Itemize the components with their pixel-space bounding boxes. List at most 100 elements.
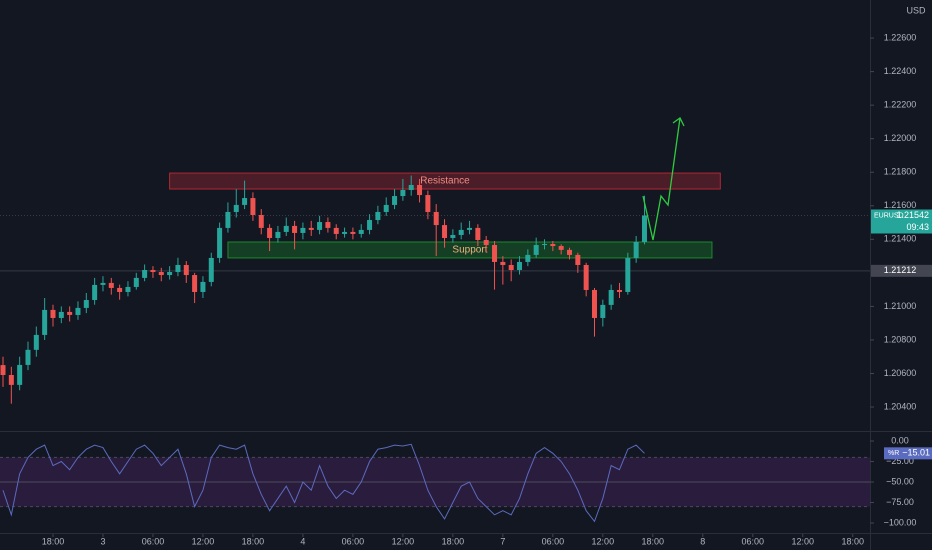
candle-body (375, 211, 381, 221)
candle-body (350, 231, 356, 234)
candle-body (433, 211, 439, 226)
candle-body (542, 244, 548, 246)
candle-body (125, 286, 131, 292)
indicator-label-box (884, 447, 932, 460)
candle-body (600, 304, 606, 318)
y-tick-label: −100.00 (884, 517, 917, 527)
symbol-name: EURUSD (874, 212, 904, 219)
candle-body (417, 184, 423, 196)
candle-body (225, 211, 231, 228)
candle-body (367, 220, 373, 230)
candle-body (42, 309, 48, 335)
candle-body (192, 275, 198, 292)
x-tick-label: 12:00 (792, 536, 815, 546)
candle-body (250, 198, 256, 215)
candle-body (67, 311, 73, 315)
candle-body (533, 245, 539, 255)
candle-body (633, 242, 639, 258)
candle-body (300, 227, 306, 233)
y-tick-label: 1.21600 (884, 200, 917, 210)
y-tick-label: −50.00 (886, 476, 914, 486)
price-label-box (871, 264, 932, 277)
x-tick-label: 06:00 (542, 536, 565, 546)
currency-label: USD (906, 5, 926, 15)
candle-body (442, 225, 448, 238)
candle-body (608, 289, 614, 305)
x-tick-label: 12:00 (592, 536, 615, 546)
y-tick-label: 0.00 (891, 435, 909, 445)
y-tick-label: −25.00 (886, 456, 914, 466)
x-tick-label: 18:00 (841, 536, 864, 546)
candle-body (217, 227, 223, 258)
indicator-line (2, 443, 645, 523)
candle-body (50, 309, 56, 318)
candle-body (58, 311, 64, 318)
candle-body (258, 215, 264, 228)
y-tick-label: 1.22600 (884, 32, 917, 42)
x-tick-label: 18:00 (442, 536, 465, 546)
candle-body (408, 184, 414, 191)
candle-body (275, 231, 281, 238)
x-tick-label: 18:00 (642, 536, 665, 546)
candle-body (150, 270, 156, 273)
candle-body (483, 239, 489, 246)
projection-arrow (642, 117, 681, 241)
y-tick-label: 1.22000 (884, 133, 917, 143)
candle-body (200, 281, 206, 292)
candle-body (575, 254, 581, 265)
indicator-value: −15.01 (902, 448, 930, 458)
candle-body (525, 254, 531, 262)
candle-body (283, 225, 289, 232)
candle-body (100, 282, 106, 285)
candle-body (550, 244, 556, 247)
candle-body (500, 261, 506, 265)
zone-label: Resistance (420, 176, 470, 187)
arrow-head (672, 117, 685, 127)
candle-body (425, 195, 431, 212)
candle-body (450, 234, 456, 238)
candle-body (558, 246, 564, 250)
price-label: 1.21212 (884, 265, 917, 275)
indicator-name: %R (888, 450, 899, 457)
y-tick-label: 1.22400 (884, 66, 917, 76)
candle-body (183, 264, 189, 276)
y-tick-label: 1.21000 (884, 301, 917, 311)
candle-body (17, 364, 23, 385)
candle-body (8, 374, 14, 385)
y-tick-label: 1.21800 (884, 167, 917, 177)
countdown: 09:43 (906, 222, 929, 232)
candle-body (92, 284, 98, 301)
candle-body (591, 289, 597, 318)
x-tick-label: 18:00 (242, 536, 265, 546)
zone (227, 241, 713, 259)
x-tick-label: 18:00 (42, 536, 65, 546)
candle-body (142, 270, 148, 278)
x-tick-label: 06:00 (342, 536, 365, 546)
candle-body (75, 307, 81, 315)
y-tick-label: 1.20800 (884, 334, 917, 344)
price-label: 1.21542 (896, 210, 929, 220)
candle-body (175, 264, 181, 273)
candle-body (33, 334, 39, 350)
candle-body (267, 227, 273, 238)
candle-body (117, 287, 123, 292)
y-tick-label: 1.21400 (884, 234, 917, 244)
x-tick-label: 06:00 (142, 536, 165, 546)
candle-body (392, 196, 398, 205)
x-tick-label: 3 (100, 536, 105, 546)
candle-body (25, 349, 31, 365)
candle-body (158, 272, 164, 276)
candle-body (492, 245, 498, 262)
candle-body (616, 289, 622, 292)
candle-body (333, 227, 339, 234)
candle-body (0, 365, 6, 375)
candle-body (208, 257, 214, 282)
x-tick-label: 06:00 (742, 536, 765, 546)
zone (169, 172, 721, 190)
candle-body (242, 198, 248, 205)
candle-body (625, 257, 631, 292)
candle-body (400, 190, 406, 197)
candle-body (292, 225, 298, 233)
zone-label: Support (452, 245, 487, 256)
y-tick-label: 1.22200 (884, 100, 917, 110)
